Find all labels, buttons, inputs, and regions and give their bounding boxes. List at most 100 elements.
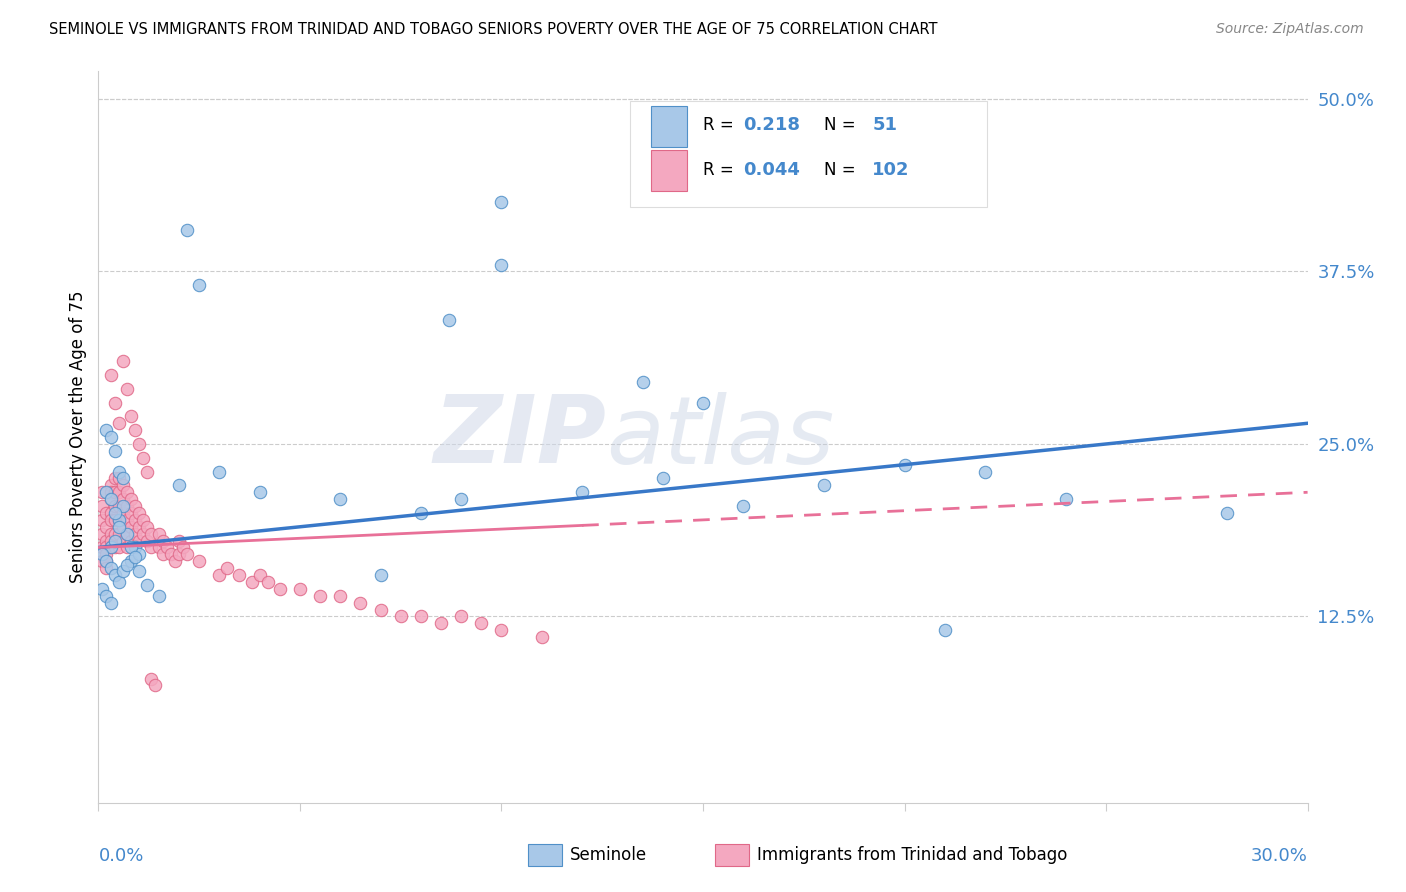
Point: [115, 499, 138, 513]
Point: [91, 526, 114, 541]
Point: [329, 492, 352, 507]
Point: [148, 541, 170, 555]
Point: [409, 609, 432, 624]
Point: [96, 506, 118, 520]
Point: [188, 278, 211, 293]
Point: [100, 492, 122, 507]
Point: [132, 526, 155, 541]
Point: [107, 465, 129, 479]
Point: [96, 541, 118, 555]
Point: [100, 513, 122, 527]
Point: [132, 450, 155, 465]
Point: [103, 443, 125, 458]
Point: [103, 395, 125, 409]
Point: [100, 541, 122, 555]
Point: [135, 465, 157, 479]
Text: R =: R =: [703, 161, 740, 179]
Point: [96, 554, 118, 568]
Point: [111, 492, 134, 507]
Point: [269, 582, 291, 596]
Text: 0.0%: 0.0%: [98, 847, 143, 864]
Point: [96, 533, 118, 548]
Point: [100, 430, 122, 444]
Text: N =: N =: [824, 161, 860, 179]
Point: [100, 506, 122, 520]
Point: [156, 541, 179, 555]
Point: [974, 465, 997, 479]
Point: [139, 526, 162, 541]
Point: [91, 499, 114, 513]
Point: [148, 589, 170, 603]
Point: [115, 382, 138, 396]
Text: 0.218: 0.218: [742, 116, 800, 134]
Point: [100, 485, 122, 500]
Point: [103, 568, 125, 582]
Point: [100, 526, 122, 541]
Point: [208, 568, 231, 582]
Point: [124, 550, 146, 565]
Point: [103, 533, 125, 548]
Point: [430, 616, 453, 631]
Point: [100, 368, 122, 382]
Point: [107, 541, 129, 555]
Point: [491, 624, 513, 638]
Point: [120, 506, 142, 520]
Point: [450, 609, 472, 624]
Point: [96, 561, 118, 575]
Point: [96, 423, 118, 437]
Point: [491, 258, 513, 272]
Y-axis label: Seniors Poverty Over the Age of 75: Seniors Poverty Over the Age of 75: [69, 291, 87, 583]
Point: [450, 492, 472, 507]
Point: [107, 574, 129, 589]
Point: [107, 513, 129, 527]
Point: [329, 589, 352, 603]
Point: [167, 478, 190, 492]
Point: [135, 578, 157, 592]
Text: R =: R =: [703, 116, 740, 134]
Point: [111, 478, 134, 492]
Point: [437, 312, 460, 326]
Point: [128, 520, 150, 534]
Point: [128, 533, 150, 548]
Text: 0.044: 0.044: [742, 161, 800, 179]
Text: N =: N =: [824, 116, 860, 134]
Point: [111, 520, 134, 534]
Point: [389, 609, 412, 624]
Text: SEMINOLE VS IMMIGRANTS FROM TRINIDAD AND TOBAGO SENIORS POVERTY OVER THE AGE OF : SEMINOLE VS IMMIGRANTS FROM TRINIDAD AND…: [49, 22, 938, 37]
Point: [240, 574, 263, 589]
Point: [249, 485, 271, 500]
Point: [143, 678, 166, 692]
Point: [124, 541, 146, 555]
Point: [91, 554, 114, 568]
Point: [107, 471, 129, 485]
Point: [470, 616, 492, 631]
Point: [107, 417, 129, 431]
Point: [120, 541, 142, 555]
Point: [409, 506, 432, 520]
Point: [167, 548, 190, 562]
Point: [370, 602, 392, 616]
Point: [733, 499, 755, 513]
Point: [491, 195, 513, 210]
Point: [256, 574, 278, 589]
Point: [103, 541, 125, 555]
Point: [692, 395, 714, 409]
Point: [96, 485, 118, 500]
Point: [813, 478, 835, 492]
Point: [120, 554, 142, 568]
Point: [288, 582, 311, 596]
FancyBboxPatch shape: [630, 101, 987, 207]
Point: [100, 478, 122, 492]
Point: [103, 506, 125, 520]
Point: [107, 485, 129, 500]
Point: [631, 375, 654, 389]
Point: [349, 596, 371, 610]
Point: [124, 513, 146, 527]
Point: [124, 423, 146, 437]
Point: [1216, 506, 1239, 520]
Point: [124, 499, 146, 513]
Point: [128, 548, 150, 562]
Point: [111, 354, 134, 368]
Point: [111, 471, 134, 485]
Bar: [716, 845, 749, 866]
